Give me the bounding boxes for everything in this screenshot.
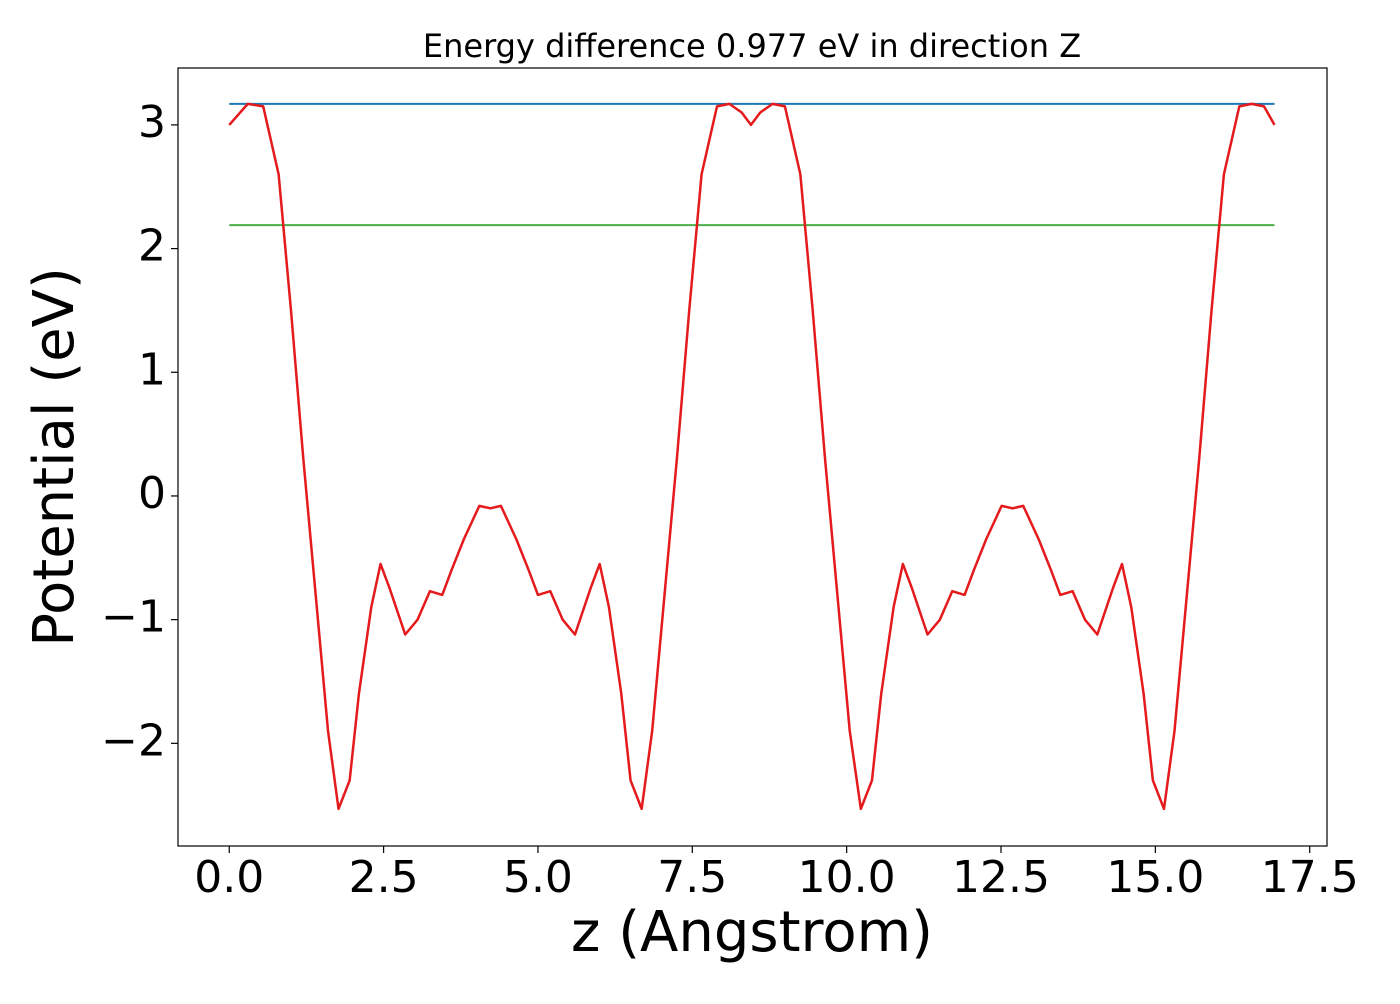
x-tick-label: 15.0 <box>1106 852 1204 903</box>
chart-title: Energy difference 0.977 eV in direction … <box>423 27 1081 65</box>
x-tick-label: 10.0 <box>798 852 896 903</box>
plot-frame <box>177 67 1328 847</box>
x-axis-label: z (Angstrom) <box>571 900 933 965</box>
x-tick-label: 5.0 <box>503 852 573 903</box>
y-tick-label: 3 <box>138 97 166 148</box>
x-tick-label: 0.0 <box>194 852 264 903</box>
x-tick-label: 12.5 <box>952 852 1050 903</box>
data-line <box>228 102 1276 811</box>
y-tick-label: −1 <box>101 592 166 643</box>
x-tick-label: 17.5 <box>1261 852 1359 903</box>
y-axis-label: Potential (eV) <box>22 267 87 647</box>
x-tick-label: 7.5 <box>657 852 727 903</box>
y-tick-label: 0 <box>138 468 166 519</box>
y-tick-label: 1 <box>138 344 166 395</box>
y-tick-label: 2 <box>138 221 166 272</box>
y-tick-label: −2 <box>101 715 166 766</box>
x-tick-label: 2.5 <box>349 852 419 903</box>
